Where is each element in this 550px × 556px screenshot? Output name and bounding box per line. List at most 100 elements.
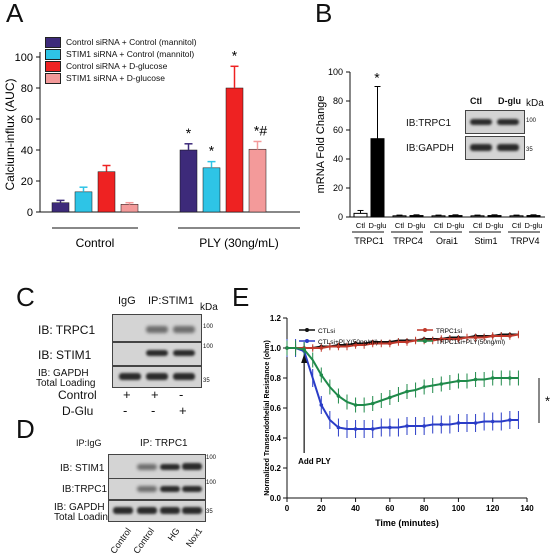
e-y-tick-label: 1.2: [270, 314, 282, 323]
inset-col-ctl: Ctl: [470, 96, 482, 106]
inset-col-dglu: D-glu: [498, 96, 521, 106]
e-point: [456, 379, 461, 383]
b-gene-label: TRPC4: [393, 236, 423, 246]
e-point: [490, 419, 495, 424]
a-y-tick-label: 40: [21, 145, 33, 157]
c-marker-2: 100: [203, 344, 214, 350]
a-bar: [202, 167, 221, 213]
a-bar: [225, 87, 244, 213]
e-point: [336, 344, 341, 349]
e-legend-label: CTLsi: [318, 328, 335, 335]
a-bar: [74, 191, 93, 213]
c-control-sign-1: +: [123, 387, 131, 402]
inset-row-trpc1: IB:TRPC1: [406, 118, 452, 129]
panel-c-letter: C: [16, 282, 35, 312]
d-blot-trpc1: [108, 478, 206, 500]
b-bar: [370, 138, 385, 218]
e-point: [439, 337, 444, 341]
a-bar: [97, 171, 116, 213]
e-point: [490, 376, 495, 380]
c-ip: IP:STIM1: [148, 295, 194, 307]
d-lane-2: Control: [131, 526, 157, 556]
b-y-tick-label: 40: [333, 154, 343, 164]
e-point: [370, 341, 375, 346]
e-point: [388, 341, 392, 346]
d-row-total: Total Loading: [54, 512, 114, 523]
a-y-tick-label: 60: [21, 114, 33, 126]
a-bar: [248, 148, 267, 213]
panel-d-letter: D: [16, 414, 35, 444]
b-bar: [526, 215, 541, 218]
a-group-label: Control: [76, 236, 115, 250]
c-row-stim1: IB: STIM1: [38, 348, 92, 362]
e-x-tick-label: 40: [351, 504, 360, 513]
e-x-tick-label: 20: [317, 504, 326, 513]
e-point: [473, 377, 478, 382]
d-ipigg: IP:IgG: [76, 438, 102, 448]
panel-e-letter: E: [232, 282, 250, 312]
c-row-trpc1: IB: TRPC1: [38, 323, 96, 337]
e-point: [508, 376, 512, 380]
b-bar: [509, 215, 524, 218]
e-legend-label: CTLsi+PLY(50ng/ml): [318, 339, 378, 346]
e-y-axis-label: Normalized Transendothelial Resistance (…: [264, 340, 271, 496]
c-dglu-sign-3: +: [179, 403, 187, 418]
d-marker-3: 35: [206, 509, 213, 515]
b-bar: [448, 215, 463, 218]
b-bar-label: D-glu: [525, 221, 543, 230]
e-arrow-head: [301, 354, 308, 363]
b-bar-label: D-glu: [408, 221, 426, 230]
e-point: [422, 385, 426, 389]
e-point: [388, 395, 392, 400]
b-bar: [487, 215, 502, 218]
e-point: [405, 389, 409, 394]
b-bar-label: Ctl: [434, 221, 444, 230]
e-point: [422, 424, 426, 428]
c-marker-3: 35: [203, 378, 210, 384]
b-bar: [353, 212, 368, 218]
c-row-gapdh: IB: GAPDH: [38, 368, 89, 379]
b-y-tick-label: 20: [333, 183, 343, 193]
a-legend-label: Control siRNA + Control (mannitol): [66, 37, 197, 47]
d-marker-2: 100: [206, 480, 217, 486]
e-point: [319, 346, 324, 350]
e-y-tick-label: 0.4: [270, 434, 282, 443]
b-significance-star: *: [374, 70, 380, 86]
e-x-tick-label: 140: [520, 504, 534, 513]
b-gene-label: TRPV4: [510, 236, 539, 246]
a-legend-swatch: [45, 48, 61, 60]
e-point: [336, 394, 341, 398]
c-control-sign-2: +: [151, 387, 159, 402]
e-point: [370, 427, 375, 431]
inset-row-gapdh: IB:GAPDH: [406, 143, 454, 154]
e-point: [353, 343, 358, 347]
b-gene-label: Orai1: [436, 236, 458, 246]
a-legend-label: Control siRNA + D-glucose: [66, 61, 168, 71]
e-y-tick-label: 1.0: [270, 344, 282, 353]
b-gene-label: Stim1: [474, 236, 497, 246]
e-point: [336, 425, 341, 430]
panel-a-letter: A: [6, 0, 24, 28]
panel-a-bar-chart: 0 20 40 60 80 100 Calcium-influx (AUC) * * * *# Con…: [3, 47, 300, 250]
b-bar-label: D-glu: [486, 221, 504, 230]
a-group-label: PLY (30ng/mL): [199, 236, 279, 250]
c-dglu-sign-2: -: [151, 403, 156, 418]
e-y-tick-label: 0.0: [270, 494, 282, 503]
d-row-trpc1: IB:TRPC1: [62, 484, 108, 495]
e-point: [473, 335, 478, 340]
b-bar: [392, 215, 407, 218]
c-igg: IgG: [118, 295, 136, 307]
b-bar-label: Ctl: [473, 221, 483, 230]
e-point: [508, 334, 512, 338]
c-row-total: Total Loading: [36, 378, 96, 389]
e-point: [405, 340, 409, 344]
a-legend-swatch: [45, 60, 61, 72]
e-arrow-label: Add PLY: [298, 457, 331, 466]
e-point: [490, 334, 495, 338]
e-point: [439, 382, 444, 386]
a-significance-star: *: [186, 125, 192, 141]
b-bar-label: Ctl: [512, 221, 522, 230]
d-ip: IP: TRPC1: [140, 438, 188, 449]
b-y-tick-label: 80: [333, 96, 343, 106]
inset-marker-35: 35: [526, 147, 533, 153]
